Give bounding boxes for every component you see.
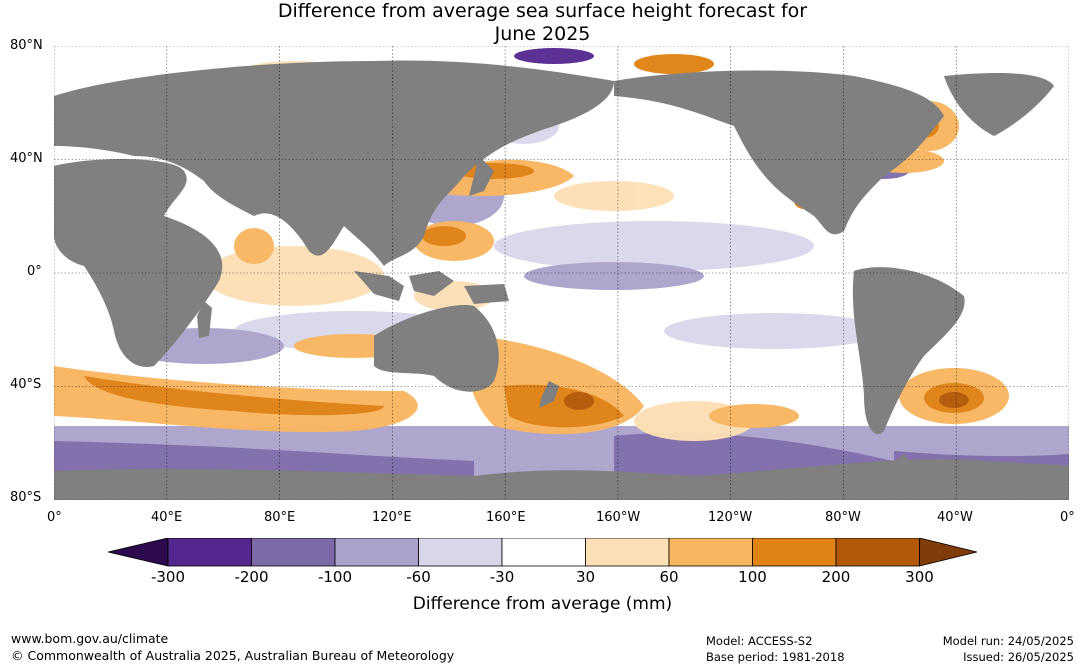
colorbar-segment-6 (585, 538, 670, 567)
antarctic-peninsula (889, 454, 914, 476)
lon-label-80w: 80°W (825, 510, 861, 525)
colorbar-tick-label: 60 (659, 568, 679, 586)
footer-copyright: © Commonwealth of Australia 2025, Austra… (11, 648, 455, 663)
lat-label-40s: 40°S (10, 377, 42, 392)
title-line-1: Difference from average sea surface heig… (277, 0, 808, 22)
sea-surface-height-map (54, 46, 1069, 500)
colorbar-segment-7 (668, 538, 753, 567)
colorbar-tick-label: -200 (234, 568, 269, 586)
lon-label-0-east: 0° (1060, 510, 1075, 525)
colorbar-segment-5 (501, 538, 586, 567)
lon-label-0: 0° (47, 510, 62, 525)
lon-label-160w: 160°W (596, 510, 641, 525)
title-line-2: June 2025 (494, 23, 591, 45)
madagascar (197, 301, 212, 338)
colorbar-tick-label: -30 (489, 568, 515, 586)
new-zealand (539, 381, 559, 408)
map-title: Difference from average sea surface heig… (0, 0, 1085, 46)
africa (54, 159, 223, 367)
colorbar-tick-label: 100 (738, 568, 767, 586)
antarctica (54, 459, 1069, 500)
lon-label-80e: 80°E (264, 510, 296, 525)
land-masses (54, 60, 1069, 500)
colorbar-segment-1 (167, 538, 252, 567)
colorbar-segment-8 (752, 538, 837, 567)
colorbar-tick-label: -60 (406, 568, 431, 586)
north-america (614, 70, 944, 235)
footer-model: Model: ACCESS-S2 (706, 634, 813, 648)
lon-label-160e: 160°E (486, 510, 526, 525)
colorbar-segment-2 (251, 538, 336, 567)
greenland (944, 73, 1054, 136)
japan (469, 156, 494, 196)
footer-website: www.bom.gov.au/climate (11, 631, 169, 646)
colorbar (108, 538, 978, 567)
lat-label-80n: 80°N (10, 38, 43, 53)
south-america (852, 267, 965, 435)
colorbar-tick-label: -100 (317, 568, 353, 586)
colorbar-segment-9 (835, 538, 920, 567)
europe-asia (54, 60, 614, 266)
indonesia (354, 271, 509, 304)
colorbar-tick-label: 300 (905, 568, 934, 586)
australia (374, 305, 499, 392)
colorbar-segment-3 (334, 538, 419, 567)
footer-base-period: Base period: 1981-2018 (706, 650, 845, 664)
colorbar-tick-label: 30 (575, 568, 596, 586)
graticule (54, 46, 1069, 500)
lat-label-80s: 80°S (10, 490, 42, 505)
colorbar-unit-label: Difference from average (mm) (412, 594, 673, 614)
lon-label-40w: 40°W (937, 510, 973, 525)
lat-label-equator: 0° (27, 264, 42, 279)
footer-model-run: Model run: 24/05/2025 (942, 634, 1074, 648)
colorbar-tick-label: 200 (821, 568, 851, 586)
lon-label-120w: 120°W (708, 510, 753, 525)
lon-label-120e: 120°E (372, 510, 412, 525)
lon-label-40e: 40°E (151, 510, 183, 525)
colorbar-segment-0 (108, 538, 169, 567)
lat-label-40n: 40°N (10, 151, 43, 166)
colorbar-segment-4 (418, 538, 503, 567)
colorbar-segment-10 (919, 538, 978, 567)
colorbar-tick-label: -300 (150, 568, 186, 586)
footer-issued: Issued: 26/05/2025 (963, 650, 1074, 664)
